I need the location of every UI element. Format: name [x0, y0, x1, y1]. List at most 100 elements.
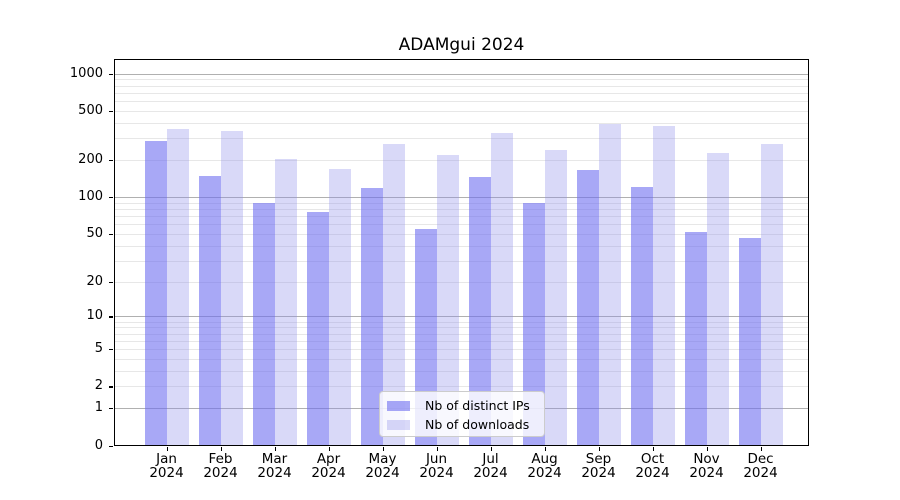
x-axis-tick [760, 446, 762, 451]
gridline-minor [115, 371, 808, 372]
year-label: 2024 [527, 464, 562, 481]
x-axis-tick-label: Aug 2024 [517, 451, 573, 481]
legend-swatch-downloads [387, 420, 410, 430]
bar-ips-mar [253, 203, 275, 446]
month-label: Sep [585, 451, 612, 467]
year-label: 2024 [311, 464, 346, 481]
y-axis-tick-label: 50 [86, 225, 103, 241]
gridline-minor [115, 224, 808, 225]
bar-downloads-feb [221, 131, 243, 446]
month-label: Mar [261, 451, 288, 467]
bar-downloads-jul [491, 133, 513, 446]
gridline-minor [115, 359, 808, 360]
chart-title: ADAMgui 2024 [398, 35, 525, 55]
legend-item-distinct-ips: Nb of distinct IPs [387, 398, 536, 414]
bar-downloads-sep [599, 124, 621, 446]
y-axis-tick-label: 0 [94, 437, 103, 453]
y-axis-tick [109, 110, 113, 113]
gridline-minor [115, 79, 808, 80]
gridline-minor [115, 327, 808, 328]
bar-ips-nov [685, 232, 707, 446]
x-axis-tick-label: Nov 2024 [679, 451, 735, 480]
y-axis-tick [109, 408, 113, 410]
year-label: 2024 [149, 464, 184, 481]
year-label: 2024 [419, 464, 454, 481]
x-axis-tick-label: Jun 2024 [409, 452, 465, 481]
gridline-minor [115, 349, 808, 350]
gridline-minor [115, 216, 808, 217]
y-axis-tick [109, 349, 113, 351]
bar-ips-jan [145, 141, 167, 446]
bar-downloads-mar [275, 159, 297, 446]
y-axis-tick-label: 10 [86, 308, 103, 324]
y-axis-tick-label: 200 [78, 152, 103, 168]
bar-downloads-nov [707, 153, 729, 446]
year-label: 2024 [743, 464, 778, 481]
legend-label-downloads: Nb of downloads [425, 417, 530, 432]
y-axis-tick [109, 281, 113, 283]
bar-ips-aug [523, 203, 545, 446]
x-axis-tick [166, 446, 168, 451]
x-axis-tick-label: Jul 2024 [463, 452, 519, 481]
x-axis-tick [544, 446, 546, 451]
y-axis-tick [109, 233, 113, 236]
y-axis-tick-label: 5 [94, 341, 103, 357]
bar-downloads-jan [167, 129, 189, 446]
bar-ips-oct [631, 187, 653, 446]
year-label: 2024 [581, 464, 616, 481]
x-axis-tick-label: Feb 2024 [193, 451, 249, 480]
gridline-minor [115, 234, 808, 235]
x-axis-tick [598, 446, 600, 451]
x-axis-tick-label: Apr 2024 [301, 451, 357, 481]
bar-ips-may [361, 188, 383, 446]
gridline-minor [115, 138, 808, 139]
gridline-minor [115, 160, 808, 161]
y-axis-tick [109, 73, 113, 75]
y-axis-tick-label: 1000 [69, 65, 103, 81]
bar-downloads-apr [329, 169, 351, 446]
x-axis-tick-label: Jan 2024 [139, 451, 195, 481]
bar-downloads-dec [761, 144, 783, 446]
month-label: Aug [531, 451, 558, 467]
legend-swatch-distinct-ips [387, 401, 410, 411]
y-axis-tick [109, 316, 113, 318]
month-label: Oct [640, 451, 665, 467]
x-axis-tick [706, 446, 708, 451]
month-label: Jan [156, 451, 177, 467]
gridline-major-10 [115, 316, 808, 317]
y-axis-tick-label: 100 [78, 189, 103, 205]
y-axis-tick-label: 2 [94, 378, 103, 394]
month-label: Apr [316, 451, 341, 467]
y-axis-tick-label: 1 [94, 400, 103, 416]
x-axis-tick [490, 446, 492, 451]
bar-downloads-aug [545, 150, 567, 446]
gridline-minor [115, 341, 808, 342]
y-axis-tick-label: 500 [78, 102, 103, 118]
bar-ips-sep [577, 170, 599, 446]
gridline-minor [115, 386, 808, 387]
month-label: Feb [208, 451, 233, 467]
x-axis-tick-label: May 2024 [355, 452, 411, 481]
y-axis-tick [109, 197, 113, 199]
year-label: 2024 [365, 464, 400, 481]
y-axis-tick [109, 386, 113, 388]
month-label: Nov [693, 451, 720, 467]
year-label: 2024 [635, 464, 670, 481]
gridline-major-1000 [115, 74, 808, 75]
x-axis-tick-label: Sep 2024 [571, 451, 627, 481]
legend-item-downloads: Nb of downloads [387, 417, 536, 433]
year-label: 2024 [257, 464, 292, 481]
gridline-major-100 [115, 197, 808, 198]
bar-downloads-may [383, 144, 405, 446]
x-axis-tick [328, 446, 330, 451]
x-axis-tick-label: Dec 2024 [733, 451, 789, 481]
y-axis-tick-label: 20 [86, 273, 103, 289]
month-label: Dec [747, 451, 774, 467]
x-axis-tick [436, 446, 438, 451]
year-label: 2024 [473, 464, 508, 481]
bar-ips-feb [199, 176, 221, 446]
bar-ips-apr [307, 212, 329, 446]
gridline-minor [115, 334, 808, 335]
y-axis-tick [109, 445, 113, 447]
gridline-minor [115, 93, 808, 94]
